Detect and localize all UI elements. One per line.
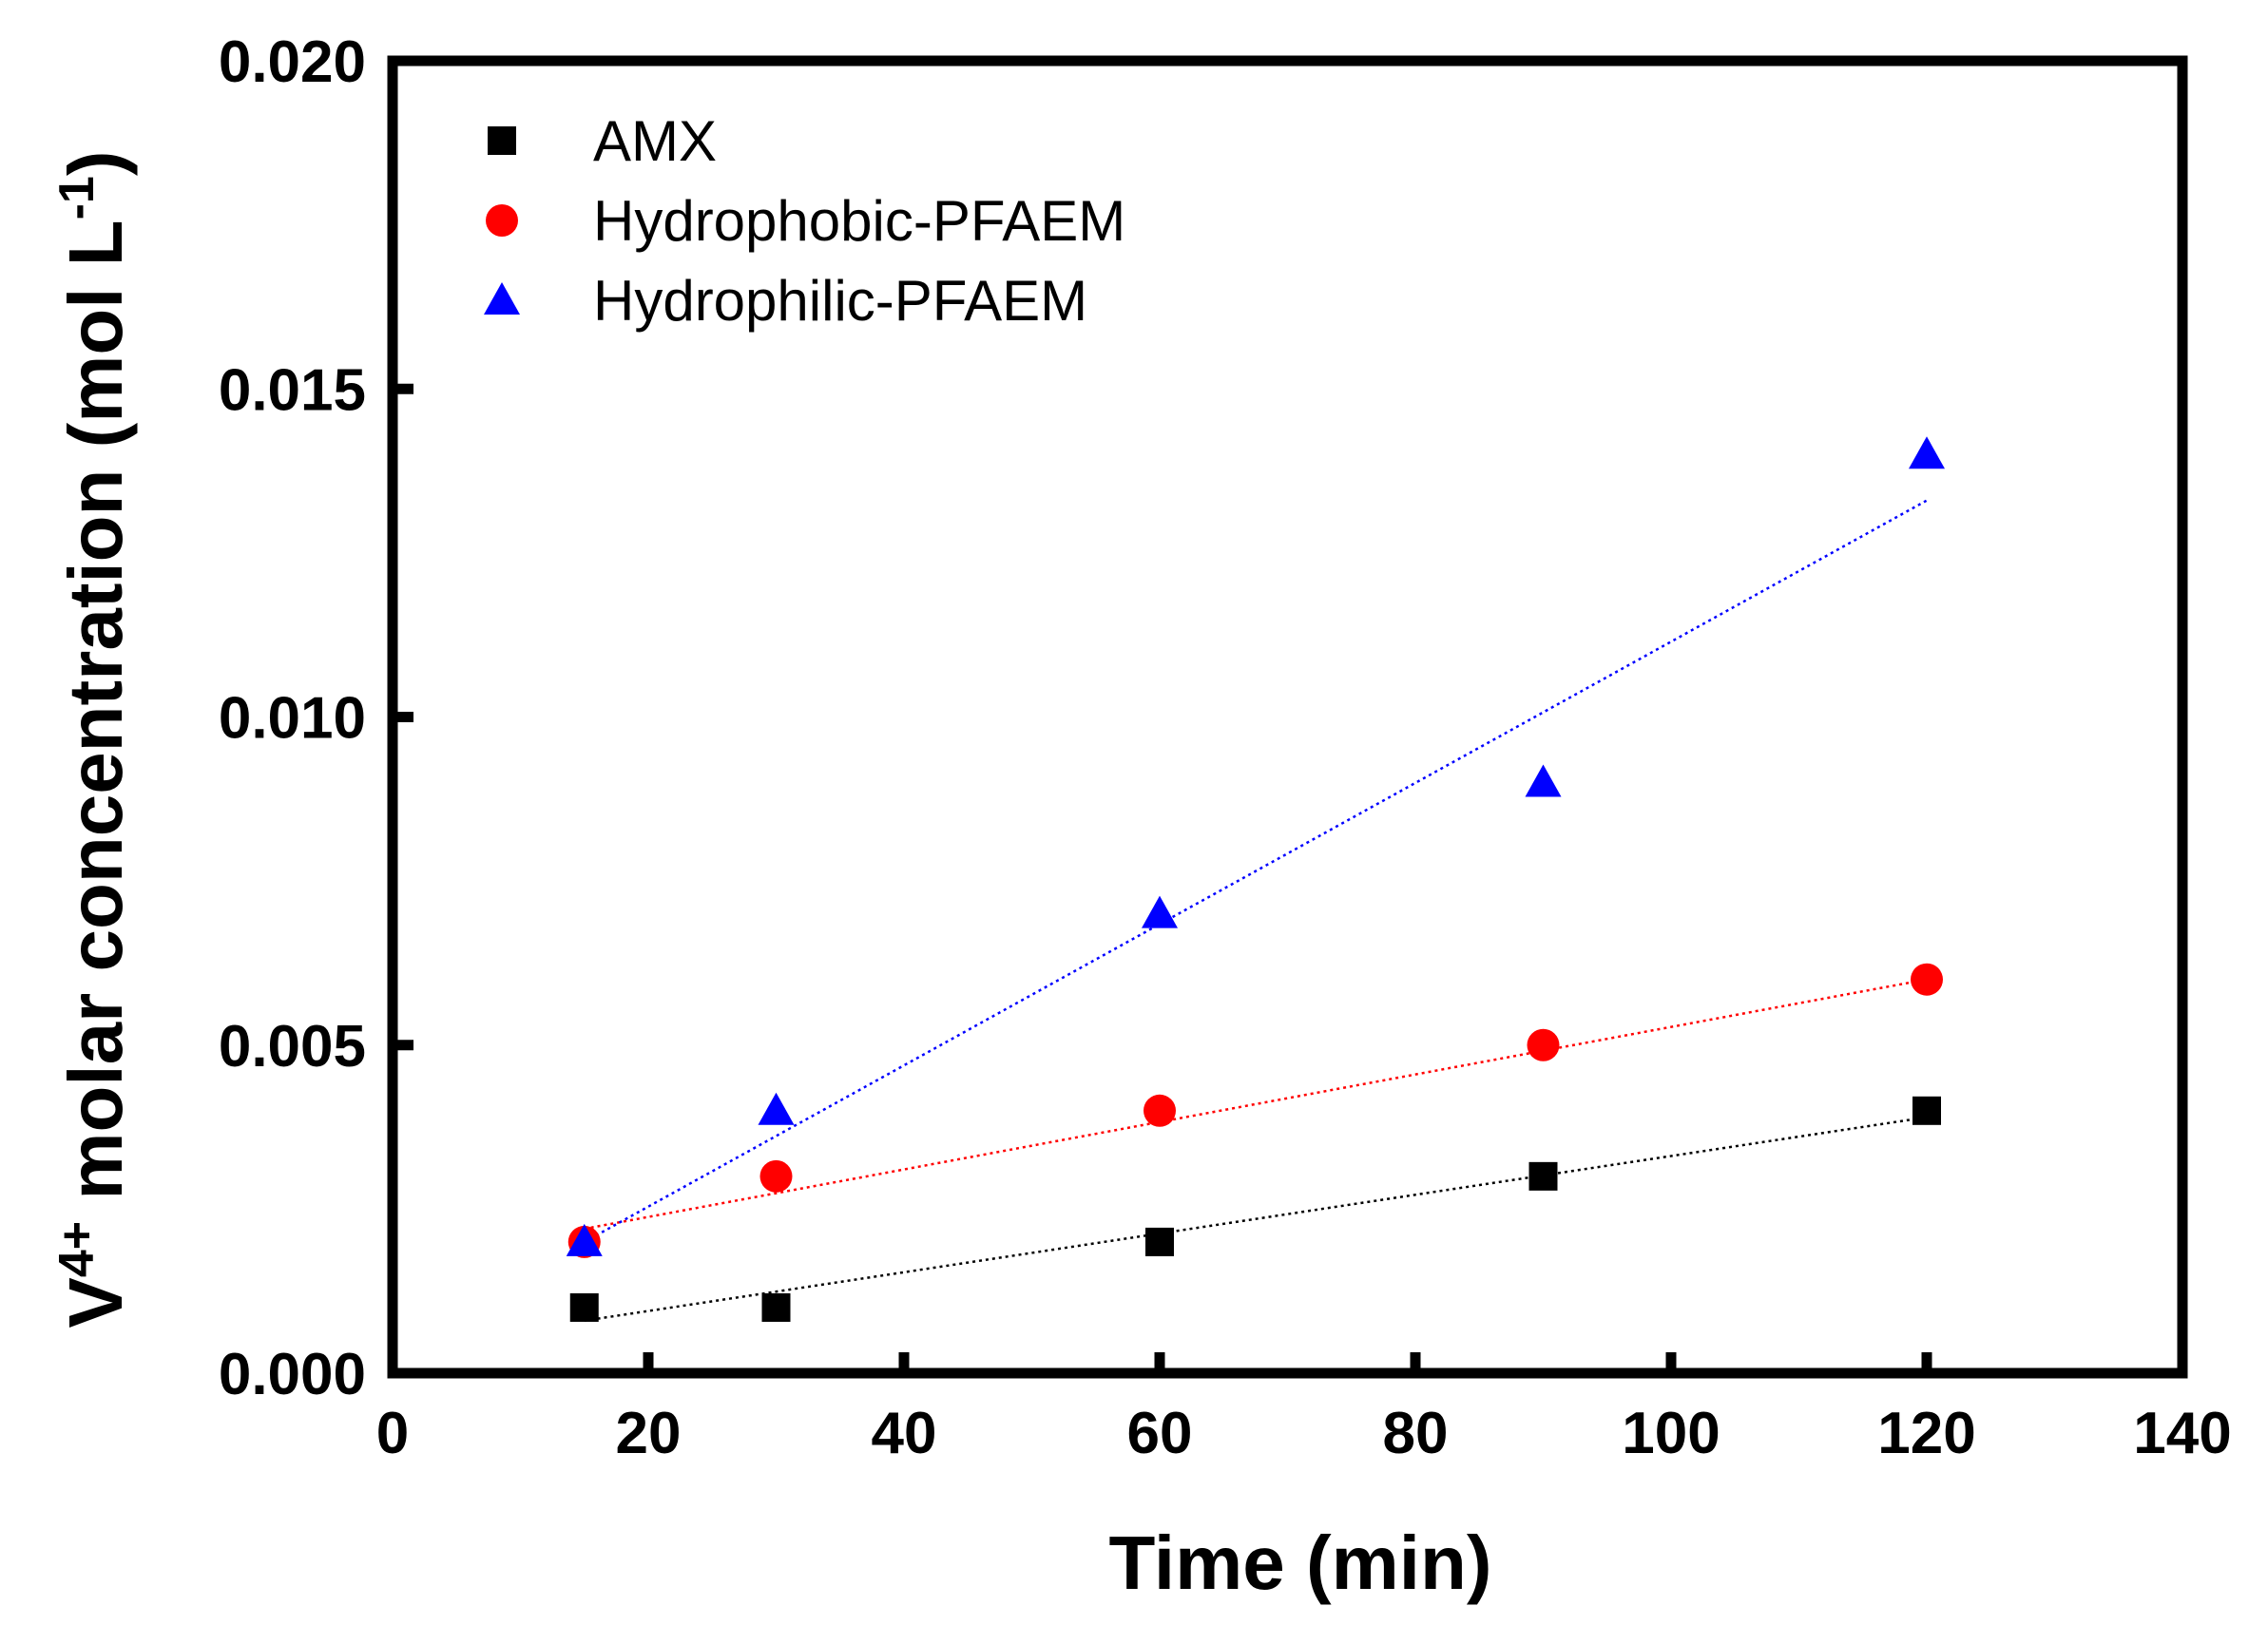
legend-marker-hydrophobic-pfaem — [486, 204, 518, 237]
x-tick-label: 100 — [1622, 1401, 1720, 1466]
data-point-hydrophilic-pfaem — [758, 1092, 795, 1125]
y-axis-title-close: ) — [53, 151, 138, 177]
y-tick-label: 0.010 — [219, 686, 366, 752]
x-axis-title: Time (min) — [1108, 1520, 1491, 1605]
data-point-amx — [1528, 1161, 1558, 1191]
legend: AMX Hydrophobic-PFAEM Hydrophilic-PFAEM — [484, 109, 1125, 333]
legend-label-amx: AMX — [593, 109, 717, 173]
data-point-hydrophobic-pfaem — [759, 1159, 793, 1193]
y-tick-label: 0.005 — [219, 1014, 366, 1080]
fit-line-hydrophobic-pfaem — [584, 978, 1928, 1231]
data-point-hydrophobic-pfaem — [1144, 1094, 1176, 1127]
fit-line-amx — [584, 1116, 1928, 1322]
fit-lines — [584, 499, 1928, 1322]
data-point-hydrophilic-pfaem — [566, 1223, 603, 1256]
x-tick-label: 120 — [1877, 1401, 1975, 1466]
x-tick-label: 80 — [1383, 1401, 1449, 1466]
x-tick-label: 40 — [872, 1401, 937, 1466]
y-tick-label: 0.020 — [219, 29, 366, 95]
data-point-hydrophobic-pfaem — [1911, 963, 1943, 996]
data-point-amx — [761, 1292, 791, 1322]
data-point-amx — [569, 1292, 599, 1322]
x-tick-label: 60 — [1127, 1401, 1193, 1466]
data-point-amx — [1912, 1096, 1941, 1125]
y-axis-title-unit-sup: -1 — [49, 176, 105, 220]
data-point-hydrophilic-pfaem — [1142, 895, 1178, 928]
legend-label-hydrophobic-pfaem: Hydrophobic-PFAEM — [593, 189, 1125, 253]
plot-frame — [387, 55, 2188, 1379]
legend-marker-amx — [488, 126, 516, 155]
legend-label-hydrophilic-pfaem: Hydrophilic-PFAEM — [593, 269, 1087, 333]
y-tick-label: 0.015 — [219, 357, 366, 423]
y-axis-title-text: molar concentration (mol L — [53, 220, 138, 1220]
data-point-amx — [1145, 1227, 1174, 1256]
data-point-hydrophilic-pfaem — [1909, 436, 1945, 469]
y-tick-label: 0.000 — [219, 1342, 366, 1407]
data-point-hydrophobic-pfaem — [1527, 1028, 1560, 1061]
legend-marker-hydrophilic-pfaem — [484, 282, 520, 315]
data-markers — [566, 436, 1945, 1322]
y-axis-title-sup: 4+ — [49, 1221, 105, 1277]
x-tick-label: 0 — [376, 1401, 409, 1466]
axis-ticks: 0 20 40 60 80 100 120 140 0.000 0.005 0.010 0.015 0.… — [219, 29, 2232, 1466]
y-axis-title-base: V — [53, 1277, 138, 1328]
y-axis-title: V4+ molar concentration (mol L-1) — [49, 151, 138, 1329]
data-point-hydrophilic-pfaem — [1525, 764, 1562, 797]
fit-line-hydrophilic-pfaem — [584, 499, 1928, 1243]
x-tick-label: 140 — [2133, 1401, 2231, 1466]
x-tick-label: 20 — [616, 1401, 682, 1466]
